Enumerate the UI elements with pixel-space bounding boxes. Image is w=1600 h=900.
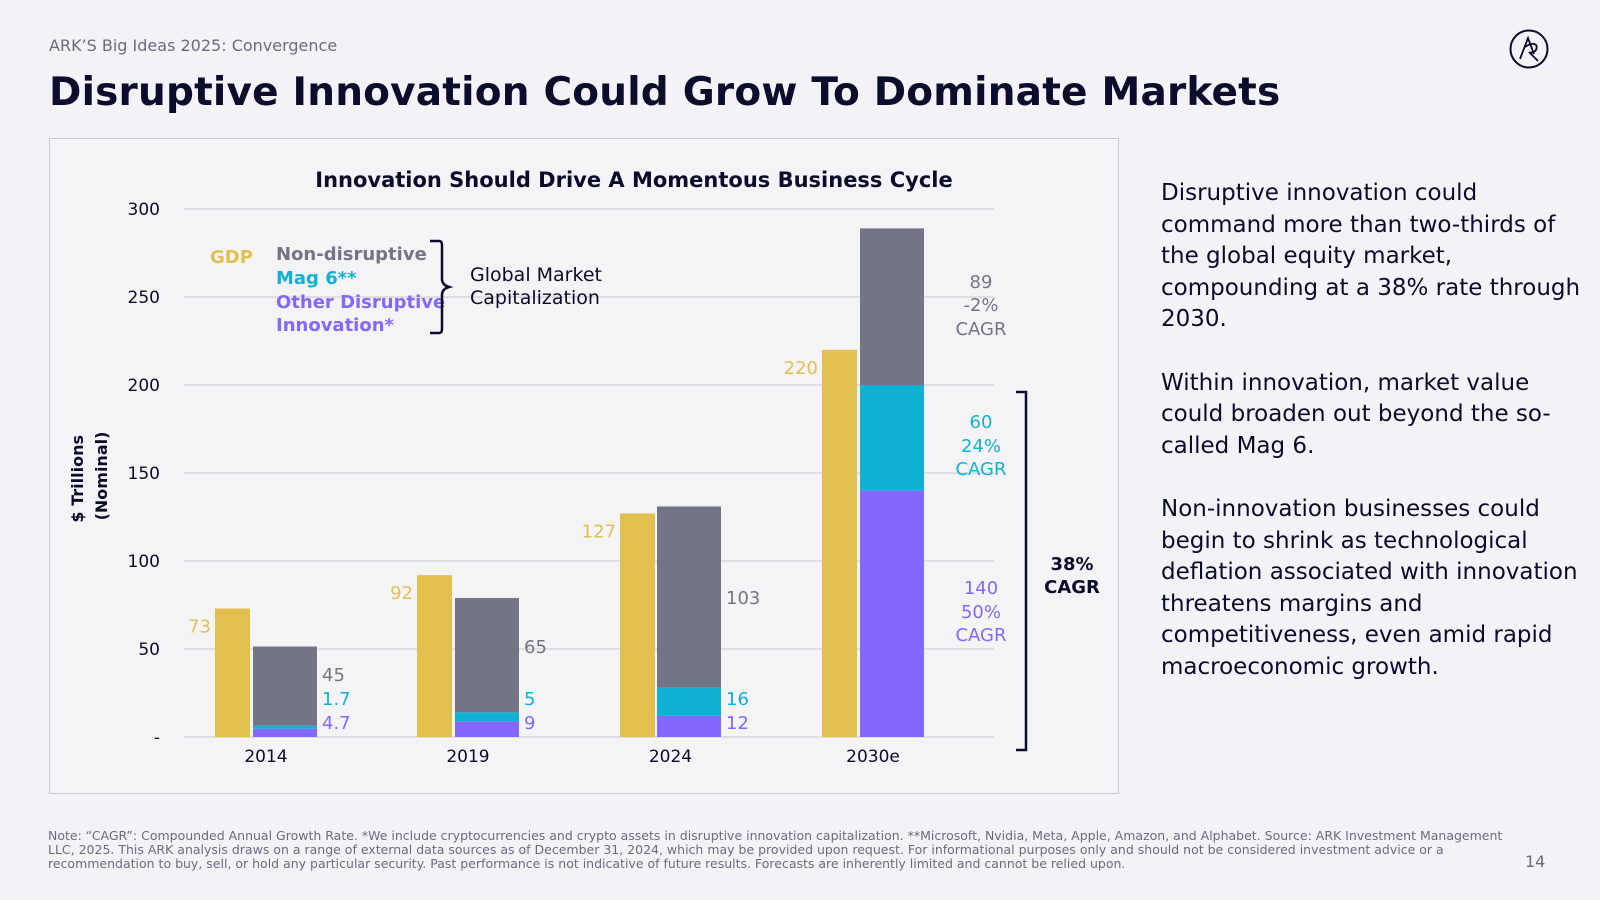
ark-logo-icon — [1509, 29, 1549, 69]
bars-layer — [215, 228, 924, 737]
legend-other-disruptive-line-1: Other Disruptive — [276, 292, 445, 313]
data-label-non_disruptive-2014: 45 — [322, 665, 345, 686]
cagr-mag6-label: CAGR — [955, 459, 1006, 480]
page-title: Disruptive Innovation Could Grow To Domi… — [49, 70, 1281, 115]
chart-title: Innovation Should Drive A Momentous Busi… — [315, 168, 953, 192]
legend-gdp: GDP — [210, 247, 253, 268]
y-axis-label-line-1: $ Trillions — [68, 435, 87, 523]
footnote: Note: “CAGR”: Compounded Annual Growth R… — [48, 828, 1503, 871]
legend-other-disruptive-line-2: Innovation* — [276, 315, 395, 336]
bar-mag6-2019 — [455, 712, 519, 722]
data-label-other_disruptive-2014: 4.7 — [322, 713, 351, 734]
page-number: 14 — [1525, 852, 1546, 871]
data-label-other_disruptive-2030e: 140 — [964, 578, 998, 599]
data-label-other_disruptive-2024: 12 — [726, 713, 749, 734]
cagr-mag6-value: 24% — [961, 436, 1001, 457]
legend-brace-label-line-2: Capitalization — [470, 287, 600, 309]
innovation-total-bracket — [1016, 390, 1028, 752]
data-label-non_disruptive-2019: 65 — [524, 637, 547, 658]
data-label-non_disruptive-2030e: 89 — [970, 272, 993, 293]
eyebrow-title: ARK’S Big Ideas 2025: Convergence — [49, 36, 338, 55]
cagr-other-value: 50% — [961, 602, 1001, 623]
commentary: Disruptive innovation could command more… — [1161, 178, 1581, 715]
x-tick-label-2030e: 2030e — [846, 747, 900, 767]
commentary-paragraph-2: Within innovation, market value could br… — [1161, 369, 1551, 459]
data-label-non_disruptive-2024: 103 — [726, 588, 760, 609]
y-tick-label-250: 250 — [128, 288, 160, 308]
y-tick-label-150: 150 — [128, 464, 160, 484]
cagr-non-disruptive-value: -2% — [963, 295, 998, 316]
bar-other_disruptive-2014 — [253, 728, 317, 737]
data-label-mag6-2024: 16 — [726, 689, 749, 710]
data-label-gdp-2024: 127 — [582, 521, 616, 542]
data-label-mag6-2019: 5 — [524, 689, 535, 710]
legend-non-disruptive: Non-disruptive — [276, 244, 427, 265]
bar-non_disruptive-2014 — [253, 646, 317, 726]
bar-mag6-2024 — [657, 687, 721, 716]
data-label-gdp-2030e: 220 — [784, 358, 818, 379]
x-tick-label-2019: 2019 — [446, 747, 489, 767]
cagr-other-label: CAGR — [955, 625, 1006, 646]
commentary-paragraph-1: Disruptive innovation could command more… — [1161, 180, 1581, 332]
bar-mag6-2030e — [860, 385, 924, 491]
innovation-cagr-value: 38% — [1050, 554, 1093, 575]
bar-other_disruptive-2019 — [455, 721, 519, 737]
y-axis-label-line-2: (Nominal) — [92, 432, 111, 521]
y-tick-label-100: 100 — [128, 552, 160, 572]
x-tick-label-2014: 2014 — [244, 747, 287, 767]
bar-non_disruptive-2019 — [455, 597, 519, 713]
bar-gdp-2014 — [215, 608, 250, 737]
commentary-paragraph-3: Non-innovation businesses could begin to… — [1161, 496, 1578, 680]
data-label-mag6-2014: 1.7 — [322, 689, 351, 710]
market-cap-chart: - 50 100 150 200 250 300 73 2014 92 2019 127 2024 220… — [68, 168, 1100, 767]
bar-gdp-2024 — [620, 513, 655, 737]
legend-brace-label-line-1: Global Market — [470, 264, 602, 286]
data-label-gdp-2014: 73 — [188, 617, 211, 638]
legend-mag6: Mag 6** — [276, 268, 357, 289]
cagr-non-disruptive-label: CAGR — [955, 319, 1006, 340]
data-label-gdp-2019: 92 — [390, 583, 413, 604]
legend-brace — [430, 239, 454, 335]
bar-other_disruptive-2024 — [657, 715, 721, 737]
y-tick-label-50: 50 — [138, 640, 160, 660]
bar-other_disruptive-2030e — [860, 490, 924, 737]
y-tick-label-0: - — [154, 728, 160, 748]
bar-mag6-2014 — [253, 725, 317, 729]
y-axis-label: $ Trillions (Nominal) — [68, 429, 111, 522]
x-tick-label-2024: 2024 — [649, 747, 692, 767]
bar-non_disruptive-2024 — [657, 506, 721, 688]
grid-layer — [184, 208, 994, 738]
data-label-other_disruptive-2019: 9 — [524, 713, 535, 734]
y-tick-label-300: 300 — [128, 200, 160, 220]
bar-gdp-2019 — [417, 575, 452, 737]
bar-gdp-2030e — [822, 349, 857, 737]
labels-layer: - 50 100 150 200 250 300 73 2014 92 2019 127 2024 220… — [128, 200, 1007, 767]
y-tick-label-200: 200 — [128, 376, 160, 396]
innovation-cagr-label: CAGR — [1044, 577, 1100, 598]
chart-panel: - 50 100 150 200 250 300 73 2014 92 2019 127 2024 220… — [49, 138, 1119, 794]
data-label-mag6-2030e: 60 — [970, 412, 993, 433]
bar-non_disruptive-2030e — [860, 228, 924, 385]
